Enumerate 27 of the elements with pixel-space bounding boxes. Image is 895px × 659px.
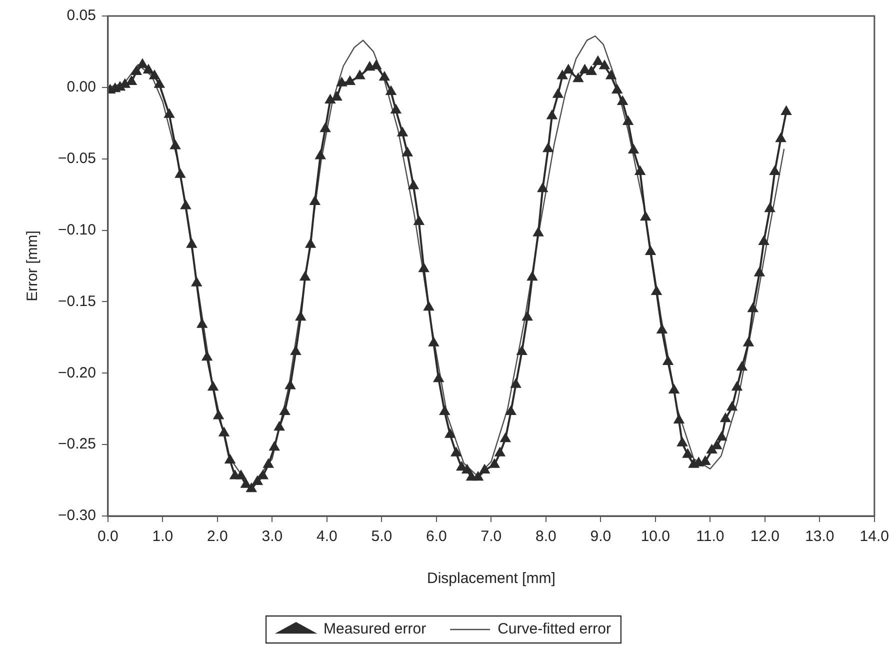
x-axis-title: Displacement [mm]: [426, 570, 556, 588]
y-axis-title: Error [mm]: [24, 230, 42, 302]
y-tick-label: −0.20: [58, 364, 96, 382]
x-tick-label: 13.0: [805, 528, 834, 546]
y-tick-label: −0.05: [58, 150, 96, 167]
x-tick-label: 3.0: [262, 528, 283, 546]
y-tick-label: −0.15: [58, 292, 96, 310]
x-tick-label: 1.0: [152, 528, 174, 546]
x-tick-label: 0.0: [98, 528, 118, 546]
y-tick-label: 0.05: [66, 7, 96, 24]
x-tick-label: 11.0: [696, 528, 724, 546]
legend-label: Curve-fitted error: [498, 620, 611, 638]
y-tick-label: 0.00: [66, 78, 96, 96]
x-tick-label: 8.0: [535, 528, 556, 546]
x-tick-label: 10.0: [640, 528, 670, 546]
y-tick-label: −0.10: [58, 221, 96, 238]
x-tick-label: 6.0: [426, 528, 447, 546]
x-tick-label: 7.0: [480, 528, 502, 546]
x-tick-label: 14.0: [860, 528, 890, 546]
x-tick-label: 9.0: [590, 528, 612, 546]
x-tick-label: 5.0: [371, 528, 392, 546]
x-tick-label: 12.0: [750, 528, 780, 546]
y-tick-label: −0.25: [58, 436, 96, 453]
x-tick-label: 4.0: [316, 528, 338, 546]
x-tick-label: 2.0: [207, 528, 228, 546]
y-tick-label: −0.30: [58, 507, 96, 524]
legend-label: Measured error: [324, 620, 426, 638]
